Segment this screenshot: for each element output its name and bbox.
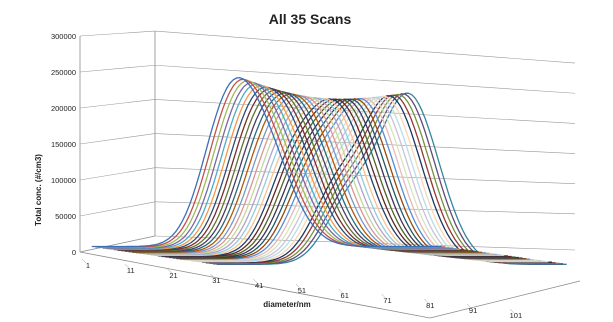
x-tick-mark [509,308,515,314]
floor-front-edge [79,251,431,319]
y-tick-label: 200000 [51,104,76,113]
y-tick-label: 100000 [51,176,76,185]
x-tick-label: 21 [169,271,177,280]
x-tick-mark [381,293,386,299]
x-tick-mark [252,278,258,284]
x-tick-label: 71 [383,296,391,305]
y-tick-label: 250000 [51,68,76,77]
x-tick-mark [338,288,343,294]
gridline-side [79,99,156,109]
x-tick-mark [167,268,172,274]
x-tick-label: 81 [426,301,434,310]
x-tick-mark [124,263,129,269]
y-axis-label: Total conc. (#/cm3) [34,154,43,226]
gridline-side [79,30,156,37]
x-tick-label: 31 [212,276,220,285]
gridline-side [79,235,156,253]
x-tick-mark [81,258,87,264]
x-axis-label: diameter/nm [263,300,311,309]
gridline [154,64,576,94]
x-tick-label: 101 [510,311,523,320]
gridline [154,30,576,64]
gridline-side [79,133,156,145]
y-tick-label: 300000 [51,32,76,41]
x-tick-label: 61 [341,291,349,300]
gridline-side [79,201,156,217]
series-line-11 [128,92,479,253]
y-tick-label: 50000 [55,212,76,221]
x-tick-mark [424,298,429,304]
gridline-side [79,167,156,181]
x-tick-label: 11 [127,266,135,275]
y-axis-ticks: 0 50000 100000 150000 200000 250000 300000 [51,32,76,257]
chart-title: All 35 Scans [269,11,352,27]
gridline-side [79,64,156,73]
series-line-1 [91,77,442,248]
y-tick-label: 0 [72,248,76,257]
x-tick-label: 91 [469,306,477,315]
x-tick-mark [295,283,301,289]
series-group [91,77,567,265]
floor-right-edge [429,280,581,319]
x-tick-label: 1 [86,261,90,270]
y-tick-label: 150000 [51,140,76,149]
x-tick-mark [210,273,215,279]
x-tick-label: 51 [298,286,306,295]
x-tick-label: 41 [255,281,263,290]
x-tick-mark [466,303,472,309]
